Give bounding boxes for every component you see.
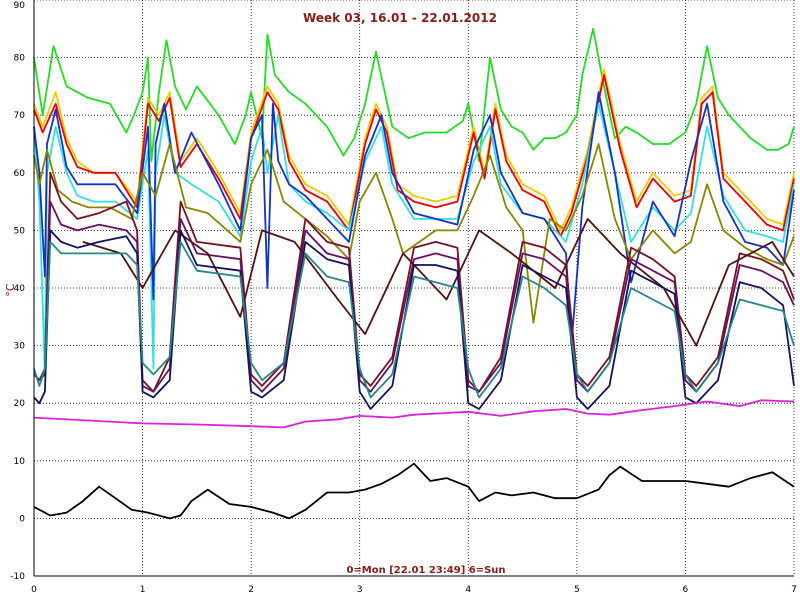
y-tick-label: 30 xyxy=(14,342,26,352)
series-line-7 xyxy=(33,171,795,393)
series-group xyxy=(33,27,795,520)
x-tick-label: 4 xyxy=(465,585,471,595)
x-tick-label: 0 xyxy=(31,585,37,595)
x-tick-label: 2 xyxy=(248,585,254,595)
series-line-12 xyxy=(33,399,795,429)
series-line-4 xyxy=(33,102,795,376)
series-line-10 xyxy=(33,229,795,410)
series-line-8 xyxy=(33,200,795,393)
y-tick-label: 40 xyxy=(14,284,26,294)
series-line-1 xyxy=(33,27,795,163)
y-tick-label: -10 xyxy=(10,572,25,582)
x-tick-label: 7 xyxy=(791,585,797,595)
x-tick-labels: 0 1 2 3 4 5 6 7 xyxy=(31,585,797,595)
y-tick-label: 50 xyxy=(14,226,26,236)
series-line-3 xyxy=(33,74,795,238)
y-tick-label: 0 xyxy=(19,514,25,524)
axes xyxy=(33,0,794,577)
series-line-5 xyxy=(33,91,795,347)
y-tick-label: 60 xyxy=(14,169,26,179)
x-axis-label: 0=Mon [22.01 23:49] 6=Sun xyxy=(346,565,505,576)
y-tick-label: 80 xyxy=(14,54,26,64)
y-tick-labels: -10 0 10 20 30 40 50 60 70 80 90 xyxy=(10,1,25,582)
x-tick-label: 1 xyxy=(140,585,146,595)
series-line-11 xyxy=(33,240,795,399)
y-tick-label: 10 xyxy=(14,457,26,467)
y-tick-label: 20 xyxy=(14,399,26,409)
series-line-13 xyxy=(33,462,795,520)
x-tick-label: 6 xyxy=(683,585,689,595)
x-tick-label: 3 xyxy=(357,585,363,595)
y-tick-label: 70 xyxy=(14,111,26,121)
series-line-9 xyxy=(82,217,795,347)
x-tick-label: 5 xyxy=(574,585,580,595)
y-axis-label: °C xyxy=(4,283,17,297)
y-tick-label: 90 xyxy=(14,1,26,11)
chart-title: Week 03, 16.01 - 22.01.2012 xyxy=(303,11,497,25)
